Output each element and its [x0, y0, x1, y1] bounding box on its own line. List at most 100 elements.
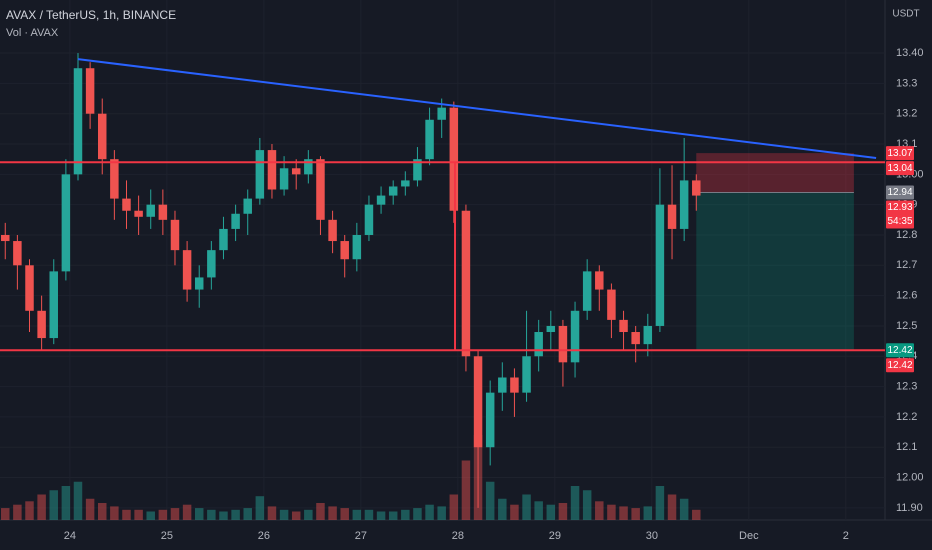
stop-zone — [696, 153, 854, 193]
volume-bar — [522, 494, 531, 520]
candle-body — [498, 377, 507, 393]
price-tag — [886, 146, 914, 161]
candle-body — [401, 180, 410, 187]
y-tick-label: 13.3 — [896, 77, 917, 89]
volume-bar — [558, 503, 568, 520]
volume-bar — [134, 509, 143, 520]
volume-bar — [182, 504, 192, 520]
volume-bar — [146, 511, 155, 520]
volume-bar — [25, 501, 34, 520]
price-tag-label: 12.93 — [887, 202, 912, 213]
volume-bar — [49, 490, 58, 520]
target-zone — [696, 192, 854, 351]
volume-bar — [425, 504, 434, 520]
volume-bar — [413, 508, 422, 520]
y-tick-label: 12.8 — [896, 229, 917, 241]
candle-body — [194, 277, 204, 290]
volume-bar — [279, 509, 289, 520]
trendline — [77, 58, 877, 159]
volume-bar — [194, 508, 204, 520]
volume-bar — [328, 506, 337, 520]
candle-body — [437, 107, 446, 120]
volume-bar — [243, 508, 252, 520]
candle-body — [170, 219, 180, 251]
y-tick-label: 12.7 — [896, 259, 917, 271]
volume-bar — [376, 511, 386, 520]
chart-title: AVAX / TetherUS, 1h, BINANCE — [6, 8, 176, 22]
price-tag-label: 13.07 — [887, 148, 912, 159]
price-tag — [886, 185, 914, 200]
candle-body — [304, 159, 313, 175]
volume-bar — [401, 509, 410, 520]
volume-bar — [595, 501, 604, 520]
x-tick-label: 24 — [64, 530, 76, 542]
currency-label: USDT — [892, 9, 919, 20]
candle-body — [25, 265, 34, 311]
candle-body — [461, 210, 471, 357]
volume-bar — [37, 494, 46, 520]
x-tick-label: 30 — [646, 530, 658, 542]
candle-body — [37, 310, 46, 339]
x-tick-label: Dec — [739, 530, 759, 542]
price-tag-label: 13.04 — [887, 163, 912, 174]
y-tick-label: 12.2 — [896, 411, 917, 423]
volume-bar — [352, 509, 362, 520]
candle-body — [340, 241, 349, 260]
candle-body — [1, 234, 10, 242]
volume-bar — [110, 506, 119, 520]
candle-body — [49, 271, 58, 339]
candle-body — [473, 356, 483, 448]
x-tick-label: 27 — [355, 530, 367, 542]
candle-body — [364, 204, 374, 235]
price-tag — [886, 358, 914, 373]
subtitle: Vol · AVAX — [6, 27, 59, 39]
x-tick-label: 2 — [843, 530, 849, 542]
candle-body — [110, 159, 119, 199]
volume-bar — [570, 486, 580, 520]
volume-bar — [388, 511, 398, 520]
volume-bar — [449, 494, 459, 520]
candle-body — [376, 195, 386, 205]
candle-body — [425, 119, 434, 160]
candle-body — [546, 325, 556, 333]
price-tag — [886, 200, 914, 229]
x-tick-label: 29 — [549, 530, 561, 542]
candle-body — [352, 234, 362, 260]
volume-bar — [85, 498, 95, 520]
volume-bar — [158, 509, 168, 520]
candle-body — [13, 241, 22, 266]
volume-bar — [231, 509, 240, 520]
volume-bar — [655, 486, 665, 520]
candle-body — [619, 319, 628, 333]
y-tick-label: 12.1 — [896, 441, 917, 453]
candle-body — [449, 107, 459, 211]
candle-body — [134, 210, 143, 217]
candle-body — [279, 168, 289, 190]
volume-bar — [1, 508, 10, 520]
y-tick-label: 12.6 — [896, 290, 917, 302]
candle-body — [97, 113, 107, 160]
candle-body — [631, 332, 640, 345]
price-tag — [886, 161, 914, 176]
candle-body — [534, 332, 543, 357]
volume-bar — [498, 498, 507, 520]
volume-bar — [13, 504, 22, 520]
volume-bar — [510, 504, 519, 520]
volume-bar — [304, 509, 313, 520]
x-tick-label: 28 — [452, 530, 464, 542]
x-tick-label: 26 — [258, 530, 270, 542]
volume-bar — [534, 501, 543, 520]
y-tick-label: 12.00 — [896, 471, 924, 483]
candle-body — [73, 68, 83, 175]
candle-body — [692, 180, 701, 196]
volume-bar — [631, 508, 640, 520]
y-tick-label: 12.3 — [896, 380, 917, 392]
candle-body — [485, 392, 495, 448]
x-tick-label: 25 — [161, 530, 173, 542]
volume-bar — [207, 509, 216, 520]
candle-body — [267, 150, 277, 190]
candle-body — [243, 198, 252, 214]
candle-body — [570, 310, 580, 363]
